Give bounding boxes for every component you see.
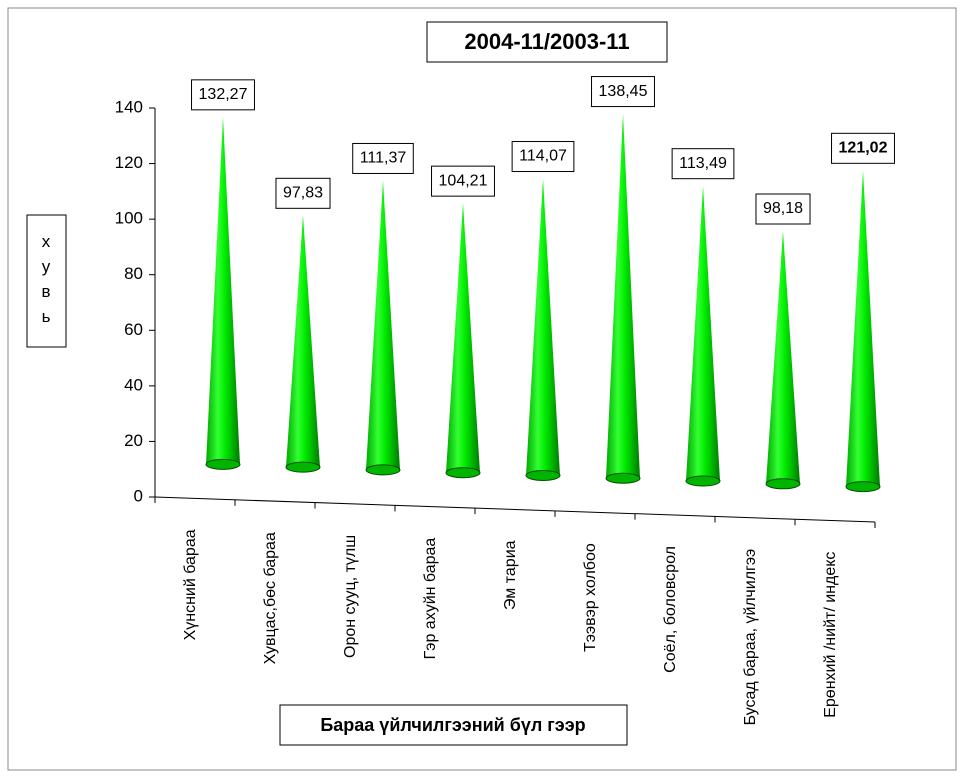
y-axis-label: хувь	[37, 232, 56, 332]
value-label: 138,45	[599, 83, 648, 100]
cone-base	[685, 475, 721, 487]
x-tick-label: Тээвэр холбоо	[582, 543, 599, 652]
chart-title: 2004-11/2003-11	[464, 29, 629, 54]
cone	[446, 203, 480, 478]
value-label-box	[431, 165, 495, 197]
value-label-box	[275, 177, 331, 209]
value-label-box	[831, 132, 895, 164]
cone	[206, 116, 240, 470]
x-axis	[154, 496, 876, 523]
value-label-box	[191, 79, 255, 111]
y-tick-label: 20	[124, 431, 143, 450]
cone-base	[525, 469, 561, 481]
y-tick-label: 140	[115, 97, 143, 116]
value-label-box	[671, 148, 735, 180]
cone	[366, 180, 400, 475]
x-tick-label: Орон сууц, түлш	[342, 535, 359, 658]
x-tick-label: Ерөнхий /нийт/ индекс	[822, 552, 839, 718]
cone	[846, 170, 880, 492]
y-tick-label: 40	[124, 375, 143, 394]
y-tick-label: 0	[134, 486, 143, 505]
chart-frame	[7, 7, 957, 771]
value-label: 121,02	[839, 140, 888, 157]
x-label-box	[279, 704, 628, 746]
title-box	[426, 21, 668, 63]
y-tick-label: 100	[115, 209, 143, 228]
x-tick-label: Хүнсний бараа	[182, 529, 199, 640]
cone-base	[365, 464, 401, 476]
value-label: 98,18	[763, 200, 803, 217]
y-label-box	[26, 214, 67, 348]
cone	[766, 231, 800, 489]
value-label: 111,37	[360, 150, 407, 167]
cone-base	[205, 458, 241, 470]
x-tick-label: Гэр ахуйн бараа	[422, 538, 439, 660]
cone	[686, 185, 720, 487]
cone-base	[445, 467, 481, 479]
value-label: 104,21	[439, 172, 488, 189]
value-label: 132,27	[199, 86, 248, 103]
value-label-box	[352, 142, 414, 174]
y-tick-label: 120	[115, 153, 143, 172]
cone	[526, 178, 560, 481]
value-label: 113,49	[679, 155, 727, 172]
cone-base	[605, 472, 641, 484]
cone	[606, 113, 640, 484]
x-tick-label: Эм тариа	[502, 540, 519, 610]
cone	[286, 215, 320, 473]
y-tick-label: 60	[124, 320, 143, 339]
value-label-box	[511, 141, 575, 173]
y-tick-label: 80	[124, 264, 143, 283]
x-axis-label: Бараа үйлчилгээний бүл гээр	[320, 715, 585, 735]
cone-base	[285, 461, 321, 473]
value-label: 97,83	[283, 185, 323, 202]
value-label-box	[755, 193, 811, 225]
x-tick-label: Бусад бараа, үйлчилгээ	[742, 549, 759, 726]
value-label-box	[591, 76, 655, 108]
cone-base	[765, 478, 801, 490]
x-tick-label: Соёл, боловсрол	[662, 546, 679, 673]
x-tick-label: Хувцас,бөс бараа	[262, 532, 279, 664]
cone-base	[845, 481, 881, 493]
value-label: 114,07	[519, 148, 567, 165]
